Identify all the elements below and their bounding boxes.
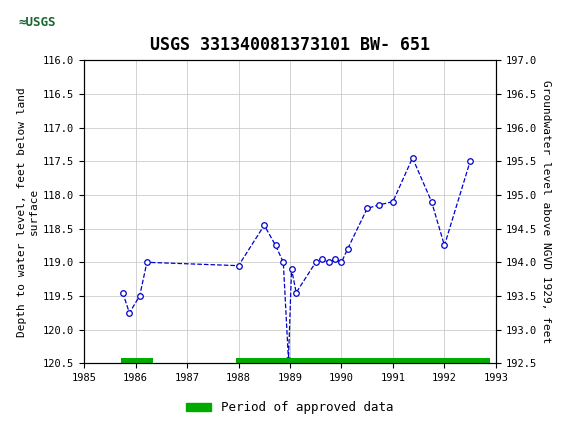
Text: USGS 331340081373101 BW- 651: USGS 331340081373101 BW- 651 — [150, 36, 430, 54]
Bar — [236, 358, 490, 363]
Y-axis label: Depth to water level, feet below land
surface: Depth to water level, feet below land su… — [17, 87, 39, 337]
Y-axis label: Groundwater level above NGVD 1929, feet: Groundwater level above NGVD 1929, feet — [541, 80, 551, 344]
Bar — [121, 358, 153, 363]
Text: USGS: USGS — [84, 14, 139, 31]
Bar — [3, 3, 72, 42]
Legend: Period of approved data: Period of approved data — [181, 396, 399, 419]
Text: ≈USGS: ≈USGS — [19, 16, 56, 29]
